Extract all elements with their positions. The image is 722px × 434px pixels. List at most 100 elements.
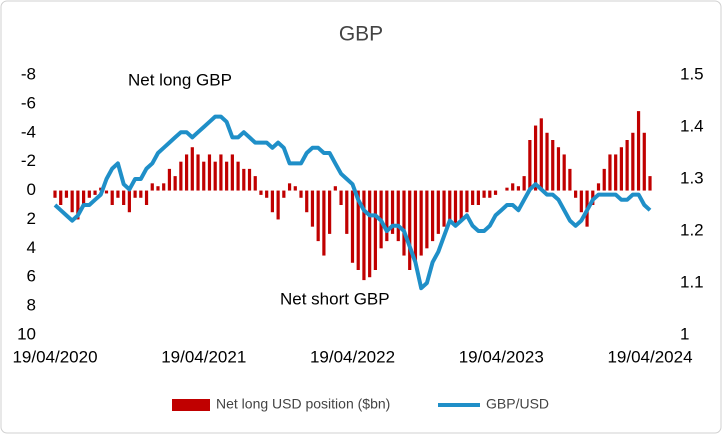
y-tick-label: 10 — [17, 324, 36, 343]
y-tick-label: 6 — [27, 267, 36, 286]
bar — [190, 147, 194, 191]
bar — [270, 190, 275, 213]
bar — [207, 154, 212, 191]
bar — [516, 186, 521, 191]
bar — [213, 161, 217, 191]
y-tick-label: -8 — [21, 64, 36, 83]
bar — [430, 190, 435, 242]
bar — [104, 190, 109, 194]
bar — [59, 190, 63, 205]
bar — [648, 176, 652, 191]
y-tick-label: -4 — [21, 122, 36, 141]
bar — [122, 190, 126, 205]
bar — [282, 190, 286, 198]
bar — [511, 183, 515, 191]
bar — [133, 190, 137, 198]
bar — [436, 190, 440, 234]
annotation: Net short GBP — [280, 289, 390, 308]
bar — [608, 154, 612, 191]
y2-tick-label: 1.2 — [680, 220, 704, 239]
bar — [396, 190, 400, 242]
x-tick-label: 19/04/2022 — [310, 347, 395, 366]
bar — [82, 190, 86, 205]
bar — [53, 190, 57, 198]
bar — [339, 190, 343, 205]
bar — [202, 161, 206, 191]
bar — [310, 190, 315, 227]
x-tick-label: 19/04/2023 — [459, 347, 544, 366]
bar — [568, 168, 572, 191]
bar — [631, 132, 635, 191]
bar — [299, 190, 303, 198]
bar — [459, 190, 463, 220]
legend-label: Net long USD position ($bn) — [216, 396, 390, 412]
bar — [425, 190, 429, 249]
legend-label: GBP/USD — [486, 396, 549, 412]
bar — [242, 168, 246, 191]
bar — [93, 190, 97, 195]
bar — [230, 154, 234, 191]
bar — [76, 190, 80, 220]
legend-swatch — [172, 399, 210, 411]
bar — [408, 190, 412, 270]
bar — [87, 190, 91, 198]
bar — [602, 168, 606, 191]
bar — [533, 125, 538, 191]
bar — [162, 183, 166, 191]
y2-tick-label: 1.5 — [680, 64, 704, 83]
bar — [402, 190, 406, 256]
bar — [419, 190, 423, 256]
chart-title: GBP — [339, 23, 383, 46]
bar — [225, 161, 229, 191]
bar — [390, 190, 395, 234]
bar — [127, 190, 131, 213]
bar — [482, 190, 486, 198]
bar — [322, 190, 326, 256]
bar — [144, 190, 149, 205]
bar — [385, 190, 389, 242]
bar — [413, 190, 418, 263]
bar — [619, 147, 623, 191]
y2-tick-label: 1.3 — [680, 168, 704, 187]
bar — [642, 132, 646, 191]
bar — [116, 190, 120, 198]
y2-tick-label: 1.1 — [680, 272, 704, 291]
bar — [625, 140, 629, 191]
bar — [356, 190, 360, 270]
y-tick-label: 2 — [27, 209, 36, 228]
bar — [442, 190, 446, 227]
bar — [574, 190, 578, 198]
bar — [453, 190, 458, 227]
bar — [545, 132, 549, 191]
bar — [636, 111, 641, 191]
bar — [476, 190, 480, 205]
y-tick-label: 0 — [27, 180, 36, 199]
bar — [505, 187, 509, 191]
bar — [488, 190, 492, 198]
bar — [276, 190, 280, 220]
x-tick-label: 19/04/2021 — [161, 347, 246, 366]
x-tick-label: 19/04/2024 — [607, 347, 692, 366]
bar — [156, 186, 160, 191]
y-tick-label: 8 — [27, 296, 36, 315]
bar — [528, 140, 532, 191]
bar — [236, 161, 240, 191]
bar — [110, 190, 114, 205]
bar — [471, 190, 475, 205]
bar — [265, 190, 269, 198]
bar — [596, 183, 601, 191]
bar — [64, 190, 69, 198]
bar — [551, 140, 555, 191]
bar — [368, 190, 372, 278]
bar — [173, 176, 177, 191]
line — [53, 114, 652, 291]
bar — [253, 176, 257, 191]
y-tick-label: -2 — [21, 151, 36, 170]
bar — [362, 190, 366, 281]
bar — [139, 190, 143, 198]
bar — [287, 183, 292, 191]
bar — [293, 186, 297, 191]
bar — [259, 190, 263, 195]
bar — [305, 190, 309, 213]
